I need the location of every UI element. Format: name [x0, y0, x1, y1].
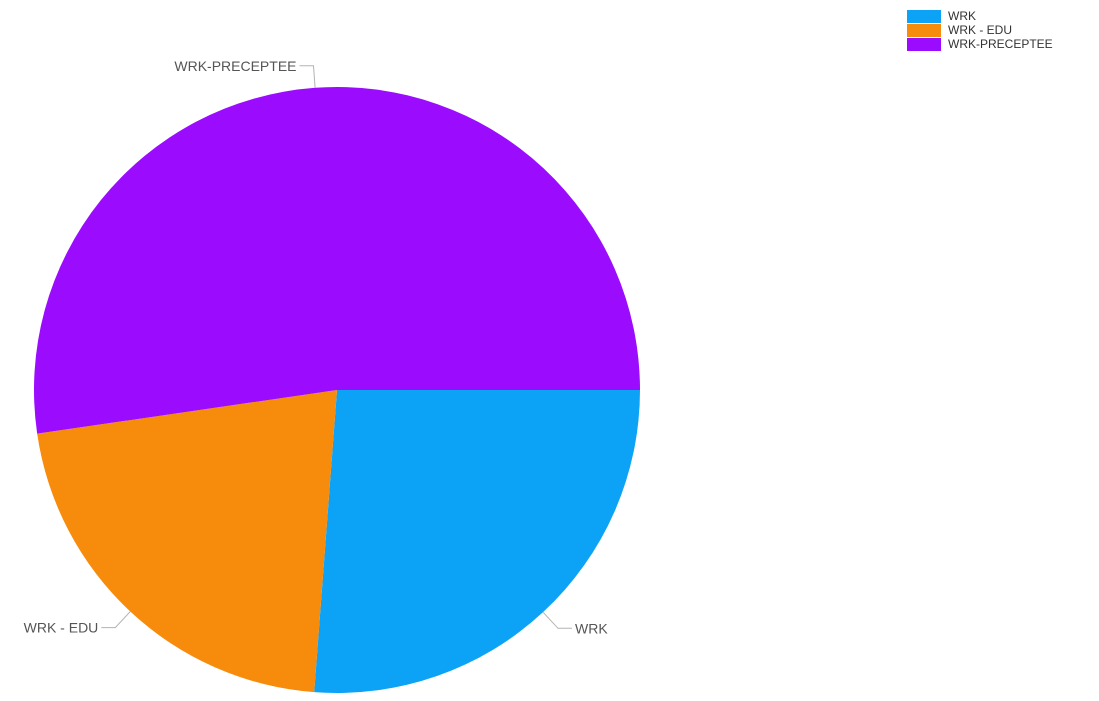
pie-labels: WRK WRK - EDU WRK-PRECEPTEE: [24, 58, 609, 636]
legend-swatch-wrk: [907, 10, 941, 23]
legend-swatch-wrk-edu: [907, 24, 941, 37]
slice-label-wrk: WRK: [575, 620, 608, 636]
legend-item-wrk-preceptee[interactable]: WRK-PRECEPTEE: [907, 38, 1053, 51]
legend-item-wrk-edu[interactable]: WRK - EDU: [907, 24, 1053, 37]
leader-line-wrk: [542, 611, 572, 629]
legend-label-wrk-edu: WRK - EDU: [948, 23, 1012, 37]
legend: WRK WRK - EDU WRK-PRECEPTEE: [907, 10, 1053, 52]
legend-label-wrk-preceptee: WRK-PRECEPTEE: [948, 37, 1053, 51]
legend-item-wrk[interactable]: WRK: [907, 10, 1053, 23]
legend-label-wrk: WRK: [948, 9, 976, 23]
leader-line-wrk-preceptee: [299, 65, 316, 88]
pie-slices: [34, 86, 640, 694]
slice-label-wrk-preceptee: WRK-PRECEPTEE: [174, 58, 296, 74]
pie-slice-wrk-preceptee[interactable]: [34, 86, 640, 434]
slice-label-wrk-edu: WRK - EDU: [24, 620, 99, 636]
pie-slice-wrk-edu[interactable]: [37, 390, 337, 693]
leader-line-wrk-edu: [101, 611, 131, 629]
pie-slice-wrk[interactable]: [314, 390, 640, 694]
legend-swatch-wrk-preceptee: [907, 38, 941, 51]
